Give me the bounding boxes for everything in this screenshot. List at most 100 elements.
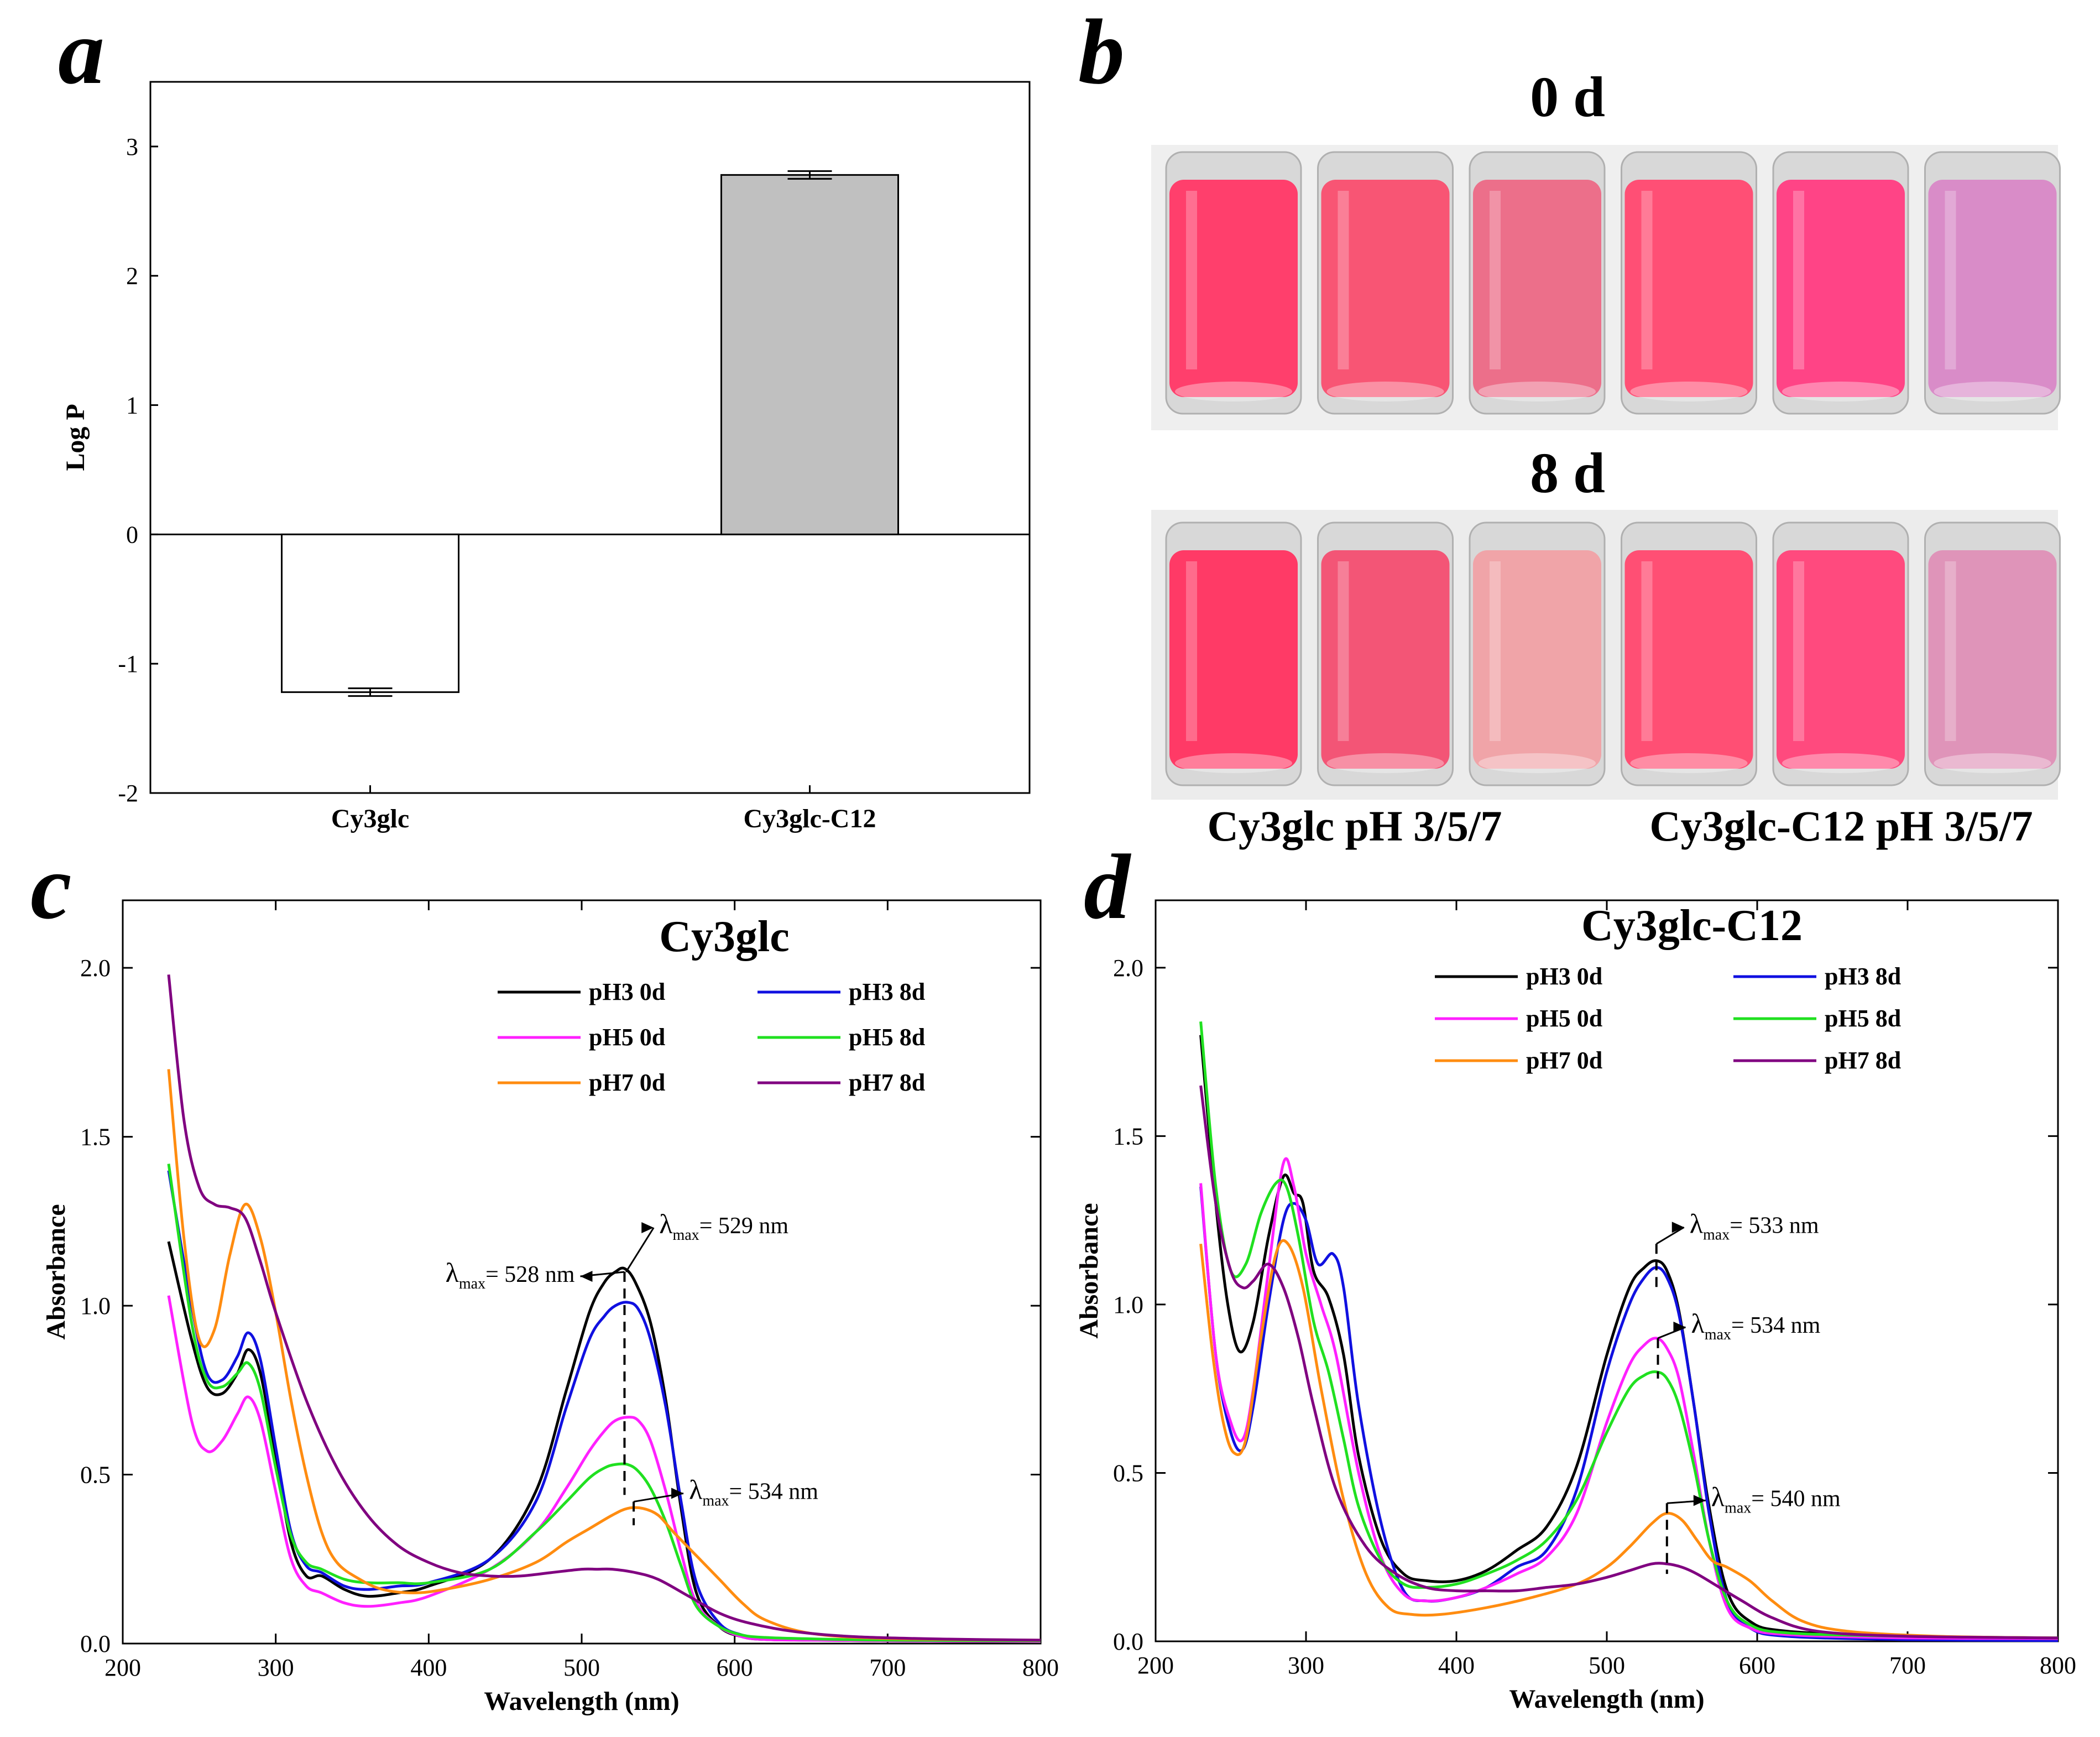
- y-tick-label: 2.0: [1113, 954, 1143, 982]
- spectra-chart-cy3glc: 200 300 400 500 600 700 800 0.0 0.5 1.0 1.5 2.0 Wave…: [41, 899, 1059, 1716]
- day8-vial-highlight: [1490, 561, 1501, 741]
- legend-entry: pH3 8d: [1825, 963, 1901, 990]
- x-tick-label: 800: [1022, 1654, 1059, 1681]
- x-tick-label: 500: [1589, 1652, 1625, 1679]
- chart-title: Cy3glc-C12: [1581, 901, 1803, 950]
- day8-vial-highlight: [1793, 561, 1804, 741]
- peak-annotation: λmax= 529 nm: [659, 1208, 788, 1244]
- y-tick-label: 0: [126, 521, 138, 548]
- x-tick-label: 600: [717, 1654, 753, 1681]
- day0-vial-liquid: [1624, 180, 1753, 397]
- day8-vial-liquid: [1321, 550, 1450, 769]
- x-category-label: Cy3glc-C12: [744, 804, 876, 833]
- day8-vial-liquid: [1777, 550, 1905, 769]
- series-line-ph7-0d: [1199, 1239, 2059, 1640]
- day8-vial-base: [1934, 753, 2051, 773]
- x-axis-label: Wavelength (nm): [484, 1687, 679, 1716]
- chart-title: Cy3glc: [659, 912, 790, 961]
- series-line-ph7-8d: [167, 974, 1041, 1642]
- y-axis-label: Log P: [61, 404, 90, 471]
- annotation-arrowhead: [580, 1271, 593, 1282]
- series-line-ph3-8d: [167, 1170, 1041, 1642]
- day0-vial-highlight: [1641, 191, 1653, 369]
- day0-vial-base: [1630, 382, 1748, 401]
- day8-vial-base: [1630, 753, 1748, 773]
- day0-vial-base: [1934, 382, 2051, 401]
- x-category-label: Cy3glc: [331, 804, 409, 833]
- y-tick-label: 3: [126, 133, 138, 160]
- legend-entry: pH3 0d: [589, 978, 665, 1005]
- day0-vial-highlight: [1793, 191, 1804, 369]
- legend-entry: pH7 8d: [1825, 1047, 1901, 1074]
- annotation-arrowhead: [1673, 1321, 1686, 1333]
- y-tick-label: -1: [118, 650, 138, 677]
- panel-label-d: d: [1084, 836, 1132, 938]
- day0-vial-liquid: [1321, 180, 1450, 397]
- day0-vial-highlight: [1186, 191, 1197, 369]
- series-line-ph7-0d: [167, 1069, 1041, 1642]
- y-tick-label: 2: [126, 263, 138, 290]
- day0-vial-highlight: [1490, 191, 1501, 369]
- x-tick-label: 500: [563, 1654, 600, 1681]
- day0-vial-base: [1326, 382, 1444, 401]
- peak-annotation: λmax= 534 nm: [689, 1474, 818, 1509]
- day8-vial-highlight: [1338, 561, 1349, 741]
- panel-label-c: c: [30, 836, 72, 938]
- day0-vial-base: [1782, 382, 1899, 401]
- x-axis-label: Wavelength (nm): [1509, 1684, 1704, 1714]
- x-tick-label: 800: [2040, 1652, 2076, 1679]
- day0-vial-liquid: [1777, 180, 1905, 397]
- plot-frame: [1155, 899, 2059, 1642]
- bar-cy3glc: [281, 533, 459, 693]
- x-tick-label: 200: [1137, 1652, 1174, 1679]
- x-tick-label: 300: [1288, 1652, 1324, 1679]
- x-tick-label: 300: [258, 1654, 294, 1681]
- y-tick-label: 0.5: [80, 1462, 111, 1489]
- vial-photos: 0 d 8 d Cy3glc pH 3/5/7 Cy3glc-C12 pH 3/…: [1151, 65, 2061, 850]
- x-tick-label: 700: [1889, 1652, 1926, 1679]
- vial-row-8d: [1165, 521, 2061, 786]
- legend-entry: pH5 8d: [1825, 1005, 1901, 1032]
- day8-vial-base: [1175, 753, 1292, 773]
- day0-vial-liquid: [1928, 180, 2057, 397]
- label-8d: 8 d: [1530, 441, 1605, 505]
- day8-vial-liquid: [1169, 550, 1298, 769]
- day8-vial-highlight: [1186, 561, 1197, 741]
- annotation-arrow: [625, 1227, 655, 1272]
- annotation-arrow: [1655, 1226, 1685, 1245]
- day0-vial-liquid: [1473, 180, 1601, 397]
- legend-entry: pH7 0d: [1526, 1047, 1602, 1074]
- day8-vial-liquid: [1624, 550, 1753, 769]
- legend-entry: pH3 0d: [1526, 963, 1602, 990]
- y-tick-label: 1.0: [1113, 1291, 1143, 1318]
- y-tick-label: 2.0: [80, 954, 111, 982]
- y-tick-label: 0.0: [80, 1630, 111, 1657]
- legend-entry: pH7 8d: [849, 1069, 925, 1096]
- day0-vial-liquid: [1169, 180, 1298, 397]
- peak-annotation: λmax= 534 nm: [1691, 1308, 1820, 1343]
- x-tick-label: 600: [1739, 1652, 1775, 1679]
- day0-vial-base: [1479, 382, 1596, 401]
- panel-label-b: b: [1078, 1, 1125, 103]
- annotation-arrowhead: [641, 1222, 654, 1233]
- legend-entry: pH3 8d: [849, 978, 925, 1005]
- vial-row-0d: [1165, 151, 2061, 415]
- annotation-arrowhead: [671, 1488, 684, 1499]
- series-line-ph5-0d: [1199, 1157, 2059, 1640]
- peak-annotation: λmax= 533 nm: [1690, 1208, 1819, 1243]
- x-tick-label: 400: [1438, 1652, 1475, 1679]
- day0-vial-base: [1175, 382, 1292, 401]
- caption-cy3glc-c12: Cy3glc-C12 pH 3/5/7: [1649, 802, 2033, 850]
- x-tick-label: 700: [869, 1654, 906, 1681]
- y-axis-label: Absorbance: [41, 1204, 71, 1339]
- x-tick-label: 400: [410, 1654, 447, 1681]
- y-tick-label: -2: [118, 780, 138, 807]
- x-tick-label: 200: [105, 1654, 141, 1681]
- day0-vial-highlight: [1338, 191, 1349, 369]
- day8-vial-liquid: [1928, 550, 2057, 769]
- peak-annotation: λmax= 540 nm: [1711, 1481, 1841, 1516]
- y-tick-label: 1.0: [80, 1292, 111, 1319]
- day8-vial-liquid: [1473, 550, 1601, 769]
- logp-bar-chart: -2 -1 0 1 2 3 Cy3glc Cy3glc-C12 Log P: [61, 81, 1031, 833]
